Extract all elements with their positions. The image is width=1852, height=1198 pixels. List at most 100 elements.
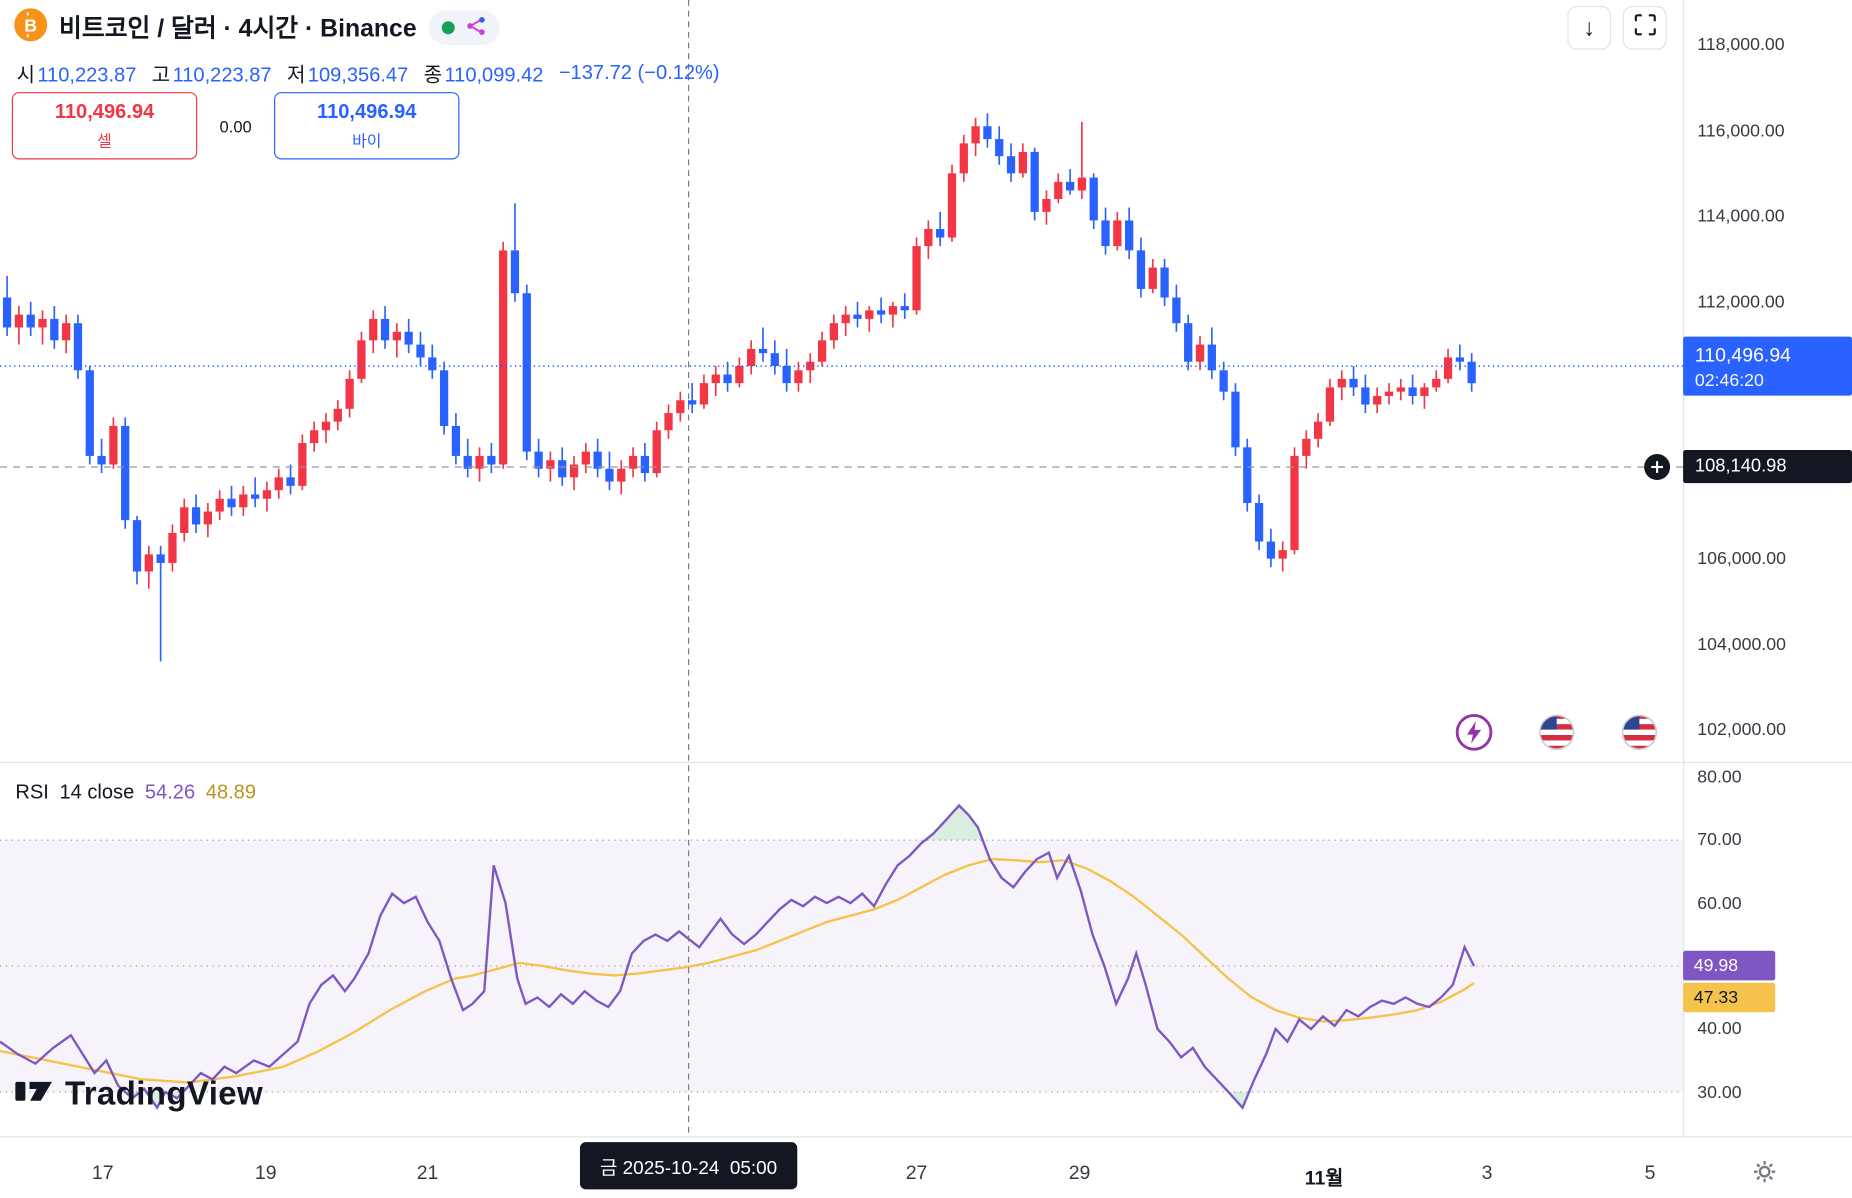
download-button[interactable]: ↓: [1567, 5, 1612, 50]
candle-body: [1065, 181, 1075, 191]
candle-body: [699, 383, 709, 405]
candle-body: [841, 314, 850, 324]
candle-body: [676, 400, 685, 414]
candle-body: [121, 425, 130, 521]
fullscreen-icon: [1633, 12, 1657, 43]
candle-body: [227, 498, 236, 508]
us-flag-event-icon[interactable]: [1538, 713, 1576, 751]
candle-body: [156, 554, 165, 563]
current-price-value: 110,496.94: [1694, 344, 1792, 367]
rsi-tick-label: 60.00: [1697, 893, 1742, 914]
candle-body: [380, 318, 390, 341]
candle-body: [499, 250, 508, 465]
time-tick-label: 11월: [1304, 1168, 1344, 1190]
candle-body: [26, 314, 35, 328]
ohlc-row: 시 110,223.87 고 110,223.87 저 109,356.47 종 110…: [17, 58, 720, 88]
rsi-layer: [0, 803, 1476, 1110]
price-tick-label: 112,000.00: [1697, 291, 1785, 312]
close-label: 종: [423, 63, 443, 87]
candle-body: [947, 173, 957, 238]
candle-body: [959, 143, 968, 174]
candle-body: [1148, 267, 1157, 289]
rsi-value: 54.26: [144, 780, 196, 804]
candle-body: [640, 455, 650, 474]
candle-body: [487, 455, 496, 465]
candle-body: [510, 250, 520, 294]
candle-body: [203, 511, 213, 525]
lightning-event-icon[interactable]: [1455, 713, 1493, 751]
symbol-title[interactable]: 비트코인 / 달러 · 4시간 · Binance: [59, 15, 417, 43]
candle-body: [534, 451, 543, 469]
tradingview-logo-icon: [14, 1075, 54, 1113]
candle-body: [1184, 323, 1193, 362]
price-tick-label: 102,000.00: [1697, 719, 1786, 740]
candle-body: [593, 451, 602, 469]
candle-body: [321, 421, 331, 431]
candle-body: [180, 507, 189, 533]
candle-body: [97, 455, 106, 465]
share-icon[interactable]: [465, 15, 486, 40]
candle-body: [1325, 387, 1335, 422]
sell-button[interactable]: 110,496.94 셀: [11, 92, 198, 160]
candle-body: [711, 374, 720, 384]
open-label: 시: [16, 63, 36, 87]
spread-value: 0.00: [219, 116, 252, 136]
trade-panel: 110,496.94 셀 0.00 110,496.94 바이: [11, 92, 460, 160]
candle-body: [1455, 357, 1464, 362]
fullscreen-button[interactable]: [1622, 5, 1667, 50]
rsi-tick-label: 80.00: [1697, 767, 1742, 788]
us-flag-event-icon[interactable]: [1620, 713, 1658, 751]
time-tick-label: 19: [254, 1162, 277, 1184]
candle-body: [747, 348, 756, 366]
candle-body: [250, 494, 260, 499]
buy-button[interactable]: 110,496.94 바이: [274, 92, 460, 160]
candle-body: [569, 464, 579, 478]
candle-body: [888, 306, 898, 315]
candle-body: [1207, 344, 1216, 371]
rsi-params: 14 close: [59, 780, 135, 804]
candle-body: [428, 357, 437, 371]
high-value: 110,223.87: [172, 63, 272, 87]
current-price-label[interactable]: 110,496.94 02:46:20: [1683, 336, 1852, 396]
candle-body: [1373, 395, 1382, 405]
candle-body: [912, 246, 921, 311]
rsi-line: [0, 803, 1476, 1110]
change-value: −137.72 (−0.12%): [558, 60, 720, 84]
add-alert-plus-icon[interactable]: [1644, 454, 1671, 480]
rsi-axis-label: 49.98: [1683, 950, 1776, 981]
rsi-tick-label: 40.00: [1697, 1018, 1742, 1040]
time-tick-label: 17: [91, 1162, 114, 1184]
candle-body: [1243, 447, 1252, 504]
candle-body: [1467, 361, 1476, 384]
candle-body: [1278, 550, 1287, 559]
candle-body: [853, 314, 862, 319]
candle-body: [274, 477, 283, 491]
candle-body: [652, 430, 661, 474]
rsi-title[interactable]: RSI: [15, 780, 49, 804]
candle-body: [758, 348, 768, 354]
chart-toolbar: ↓: [1567, 5, 1667, 50]
candle-body: [1136, 250, 1146, 289]
price-tick-label: 104,000.00: [1697, 634, 1786, 655]
candle-body: [38, 318, 47, 328]
axis-settings-gear-icon[interactable]: [1752, 1159, 1778, 1191]
market-status-pill[interactable]: [428, 10, 500, 45]
tradingview-logo-text: TradingView: [64, 1074, 264, 1112]
rsi-signal-value: 48.89: [205, 780, 257, 804]
candle-body: [1042, 199, 1051, 212]
price-tick-label: 116,000.00: [1697, 120, 1785, 141]
candle-body: [1006, 156, 1016, 174]
tradingview-logo[interactable]: TradingView: [14, 1075, 263, 1113]
crosshair-date-label: 금 2025-10-24 05:00: [579, 1142, 798, 1190]
candle-body: [73, 323, 83, 371]
candle-body: [794, 370, 803, 384]
candle-body: [1160, 267, 1169, 298]
alert-price-label[interactable]: 108,140.98: [1683, 450, 1852, 484]
candle-body: [439, 370, 449, 426]
candle-body: [1089, 177, 1098, 221]
candle-body: [1432, 378, 1441, 388]
candle-body: [333, 408, 342, 422]
candle-body: [936, 228, 945, 238]
candle-body: [357, 340, 366, 379]
